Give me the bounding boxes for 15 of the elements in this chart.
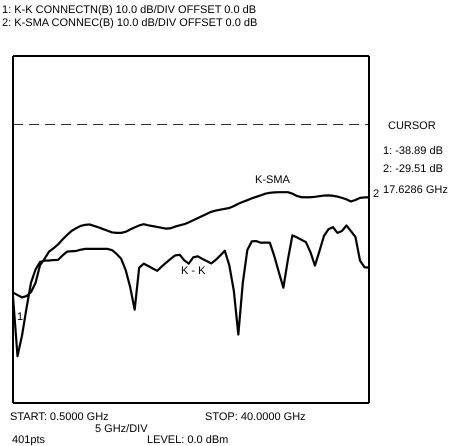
text: 1: -38.89 dB xyxy=(383,145,443,159)
text: 2 xyxy=(373,188,380,202)
text: CURSOR xyxy=(388,120,436,134)
text: 5 GHz/DIV xyxy=(95,423,148,436)
chart-subtitle: 2: K-SMA CONNEC(B) 10.0 dB/DIV OFFSET 0.0 dB xyxy=(2,17,258,31)
series-label: K-SMA xyxy=(255,174,290,188)
text: STOP: 40.0000 GHz xyxy=(205,411,306,425)
text: START: 0.5000 GHz xyxy=(10,411,109,424)
annotation: 1 xyxy=(17,311,24,325)
text: LEVEL: 0.0 dBm xyxy=(147,434,228,446)
text: 2: -29.51 dB xyxy=(383,163,443,177)
series-label: K - K xyxy=(181,265,206,279)
chart-title: 1: K-K CONNECTN(B) 10.0 dB/DIV OFFSET 0.0 dB xyxy=(2,4,256,18)
text: 17.6286 GHz xyxy=(383,184,448,198)
text: 401pts xyxy=(12,434,46,446)
